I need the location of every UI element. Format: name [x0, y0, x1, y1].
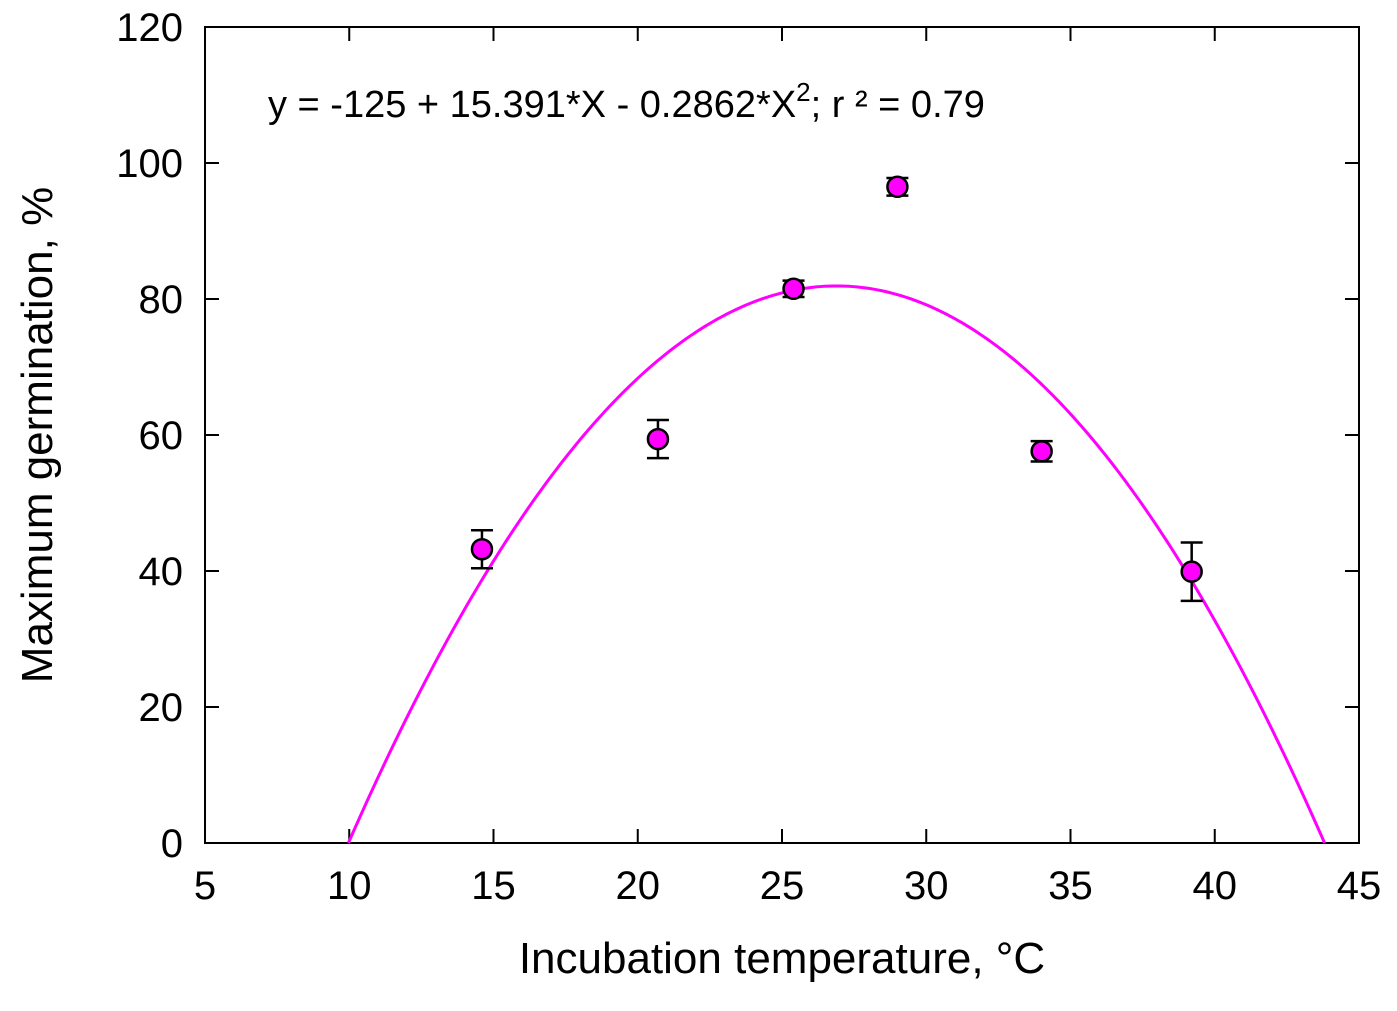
x-tick-label: 25	[760, 864, 805, 908]
y-tick-label: 20	[139, 686, 184, 730]
fit-curve	[347, 284, 1326, 844]
point-marker	[470, 537, 494, 561]
fit-equation: y = -125 + 15.391*X - 0.2862*X2; r ² = 0…	[268, 77, 985, 126]
y-tick-label: 100	[116, 142, 183, 186]
equation-r2: ; r ² = 0.79	[811, 84, 985, 126]
point-marker	[646, 427, 670, 451]
data-point	[1030, 439, 1053, 463]
point-marker	[782, 277, 805, 301]
data-point	[886, 175, 909, 199]
equation-main: y = -125 + 15.391*X - 0.2862*X	[268, 84, 796, 126]
y-tick-label: 60	[139, 414, 184, 458]
y-tick-label: 40	[139, 550, 184, 594]
y-axis-title: Maximum germination, %	[13, 187, 62, 683]
plot-frame	[204, 26, 1360, 844]
x-axis-title: Incubation temperature, °C	[519, 934, 1045, 983]
data-points	[470, 175, 1203, 603]
data-point	[470, 528, 494, 570]
x-tick-label: 35	[1048, 864, 1093, 908]
y-tick-label: 80	[139, 278, 184, 322]
point-marker	[1030, 440, 1053, 463]
point-marker	[886, 175, 909, 199]
x-tick-label: 40	[1193, 864, 1238, 908]
x-tick-label: 30	[904, 864, 949, 908]
y-tick-label: 120	[116, 6, 183, 50]
equation-exponent: 2	[796, 77, 810, 107]
y-tick-label: 0	[161, 822, 183, 866]
point-marker	[1180, 560, 1203, 583]
x-tick-label: 10	[327, 864, 372, 908]
x-tick-label: 5	[194, 864, 216, 908]
y-axis-ticks: 0 20 40 60 80 100 120	[116, 6, 1359, 866]
data-point	[782, 277, 805, 301]
x-tick-label: 20	[616, 864, 661, 908]
data-point	[1180, 541, 1203, 603]
data-point	[646, 418, 670, 460]
x-axis-ticks: 5 10 15 20 25 30 35 40 45	[194, 27, 1381, 908]
x-tick-label: 15	[471, 864, 516, 908]
x-tick-label: 45	[1337, 864, 1382, 908]
